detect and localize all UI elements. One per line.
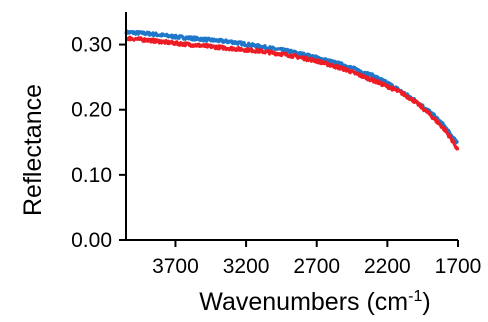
y-axis-title: Reflectance — [19, 84, 47, 216]
x-tick-label: 2200 — [364, 255, 411, 278]
x-axis-ticks: 3700 3200 2700 2200 1700 — [152, 240, 481, 278]
x-axis-title-suffix: ) — [422, 288, 430, 316]
y-axis-ticks: 0.00 0.10 0.20 0.30 — [71, 34, 126, 252]
x-tick-label: 3700 — [152, 255, 199, 278]
plot-area — [124, 29, 460, 151]
y-tick-label: 0.20 — [71, 99, 112, 122]
x-tick-label: 2700 — [293, 255, 340, 278]
x-axis-title-main: Wavenumbers (cm — [199, 288, 408, 316]
x-tick-label: 1700 — [435, 255, 482, 278]
x-axis-title: Wavenumbers (cm-1) — [199, 288, 430, 316]
y-tick-label: 0.30 — [71, 34, 112, 57]
y-tick-label: 0.10 — [71, 164, 112, 187]
x-tick-label: 3200 — [223, 255, 270, 278]
x-axis-title-superscript: -1 — [408, 288, 422, 305]
series-line-2 — [124, 35, 460, 151]
y-tick-label: 0.00 — [71, 229, 112, 252]
series-line-1 — [124, 29, 459, 145]
